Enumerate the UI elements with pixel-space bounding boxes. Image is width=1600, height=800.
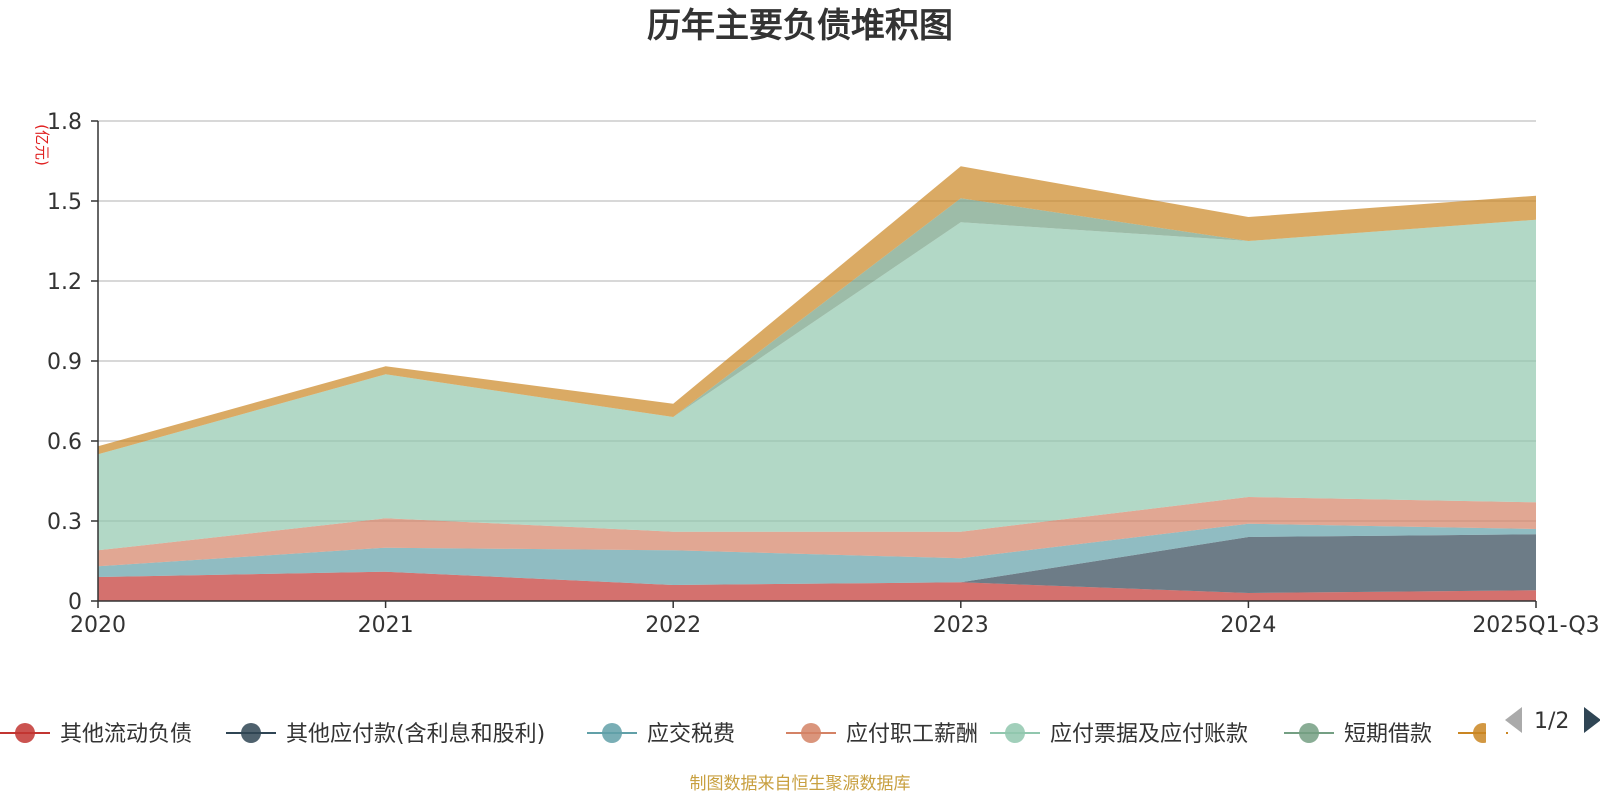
legend-item-3[interactable]: 应付职工薪酬 [786, 722, 978, 747]
legend-item-1[interactable]: 其他应付款(含利息和股利) [226, 722, 545, 747]
legend-label: 其他流动负债 [60, 722, 192, 747]
legend: 其他流动负债 其他应付款(含利息和股利) 应交税费 应付职工薪酬 应付票据及应付账款 短期… [0, 710, 1508, 756]
series-areas [98, 166, 1536, 601]
x-tick-label: 2020 [70, 613, 126, 638]
legend-marker [241, 723, 261, 743]
x-tick-label: 2025Q1-Q3 [1472, 613, 1599, 638]
y-tick-label: 0.6 [47, 430, 82, 455]
legend-label: 应付职工薪酬 [846, 722, 978, 747]
legend-clip-mask [1486, 710, 1506, 756]
series-area-1 [98, 534, 1536, 593]
y-tick-label: 1.5 [47, 190, 82, 215]
y-tick-label: 1.2 [47, 270, 82, 295]
x-tick-label: 2022 [645, 613, 701, 638]
legend-page-indicator: 1/2 [1534, 709, 1569, 734]
legend-marker [602, 723, 622, 743]
series-area-3 [98, 497, 1536, 567]
series-area-6 [98, 166, 1536, 455]
y-tick-label: 0.9 [47, 350, 82, 375]
series-area-0 [98, 571, 1536, 601]
data-source-note: 制图数据来自恒生聚源数据库 [690, 774, 911, 794]
legend-next-page-icon[interactable] [1584, 707, 1600, 733]
y-axis-ticks: 0 0.3 0.6 0.9 1.2 1.5 1.8 [47, 110, 98, 615]
series-area-2 [98, 523, 1536, 585]
legend-prev-page-icon[interactable] [1505, 707, 1522, 733]
legend-item-2[interactable]: 应交税费 [587, 722, 735, 747]
chart-title: 历年主要负债堆积图 [647, 6, 953, 46]
legend-label: 其他应付款(含利息和股利) [286, 722, 545, 747]
y-tick-label: 1.8 [47, 110, 82, 135]
y-tick-label: 0 [68, 590, 82, 615]
x-axis-ticks: 2020 2021 2022 2023 2024 2025Q1-Q3 [70, 601, 1600, 638]
series-area-4 [98, 219, 1536, 551]
legend-marker [801, 723, 821, 743]
legend-item-5[interactable]: 短期借款 [1284, 722, 1432, 747]
legend-marker [15, 723, 35, 743]
legend-item-0[interactable]: 其他流动负债 [0, 722, 192, 747]
legend-label: 短期借款 [1344, 722, 1432, 747]
legend-marker [1299, 723, 1319, 743]
x-tick-label: 2024 [1220, 613, 1276, 638]
y-axis-unit-label: (亿元) [33, 124, 51, 166]
y-tick-label: 0.3 [47, 510, 82, 535]
x-tick-label: 2023 [933, 613, 989, 638]
legend-pager: 1/2 [1505, 707, 1600, 734]
legend-item-4[interactable]: 应付票据及应付账款 [990, 722, 1248, 747]
x-tick-label: 2021 [358, 613, 414, 638]
legend-label: 应交税费 [647, 722, 735, 747]
legend-marker [1005, 723, 1025, 743]
legend-label: 应付票据及应付账款 [1050, 722, 1248, 747]
